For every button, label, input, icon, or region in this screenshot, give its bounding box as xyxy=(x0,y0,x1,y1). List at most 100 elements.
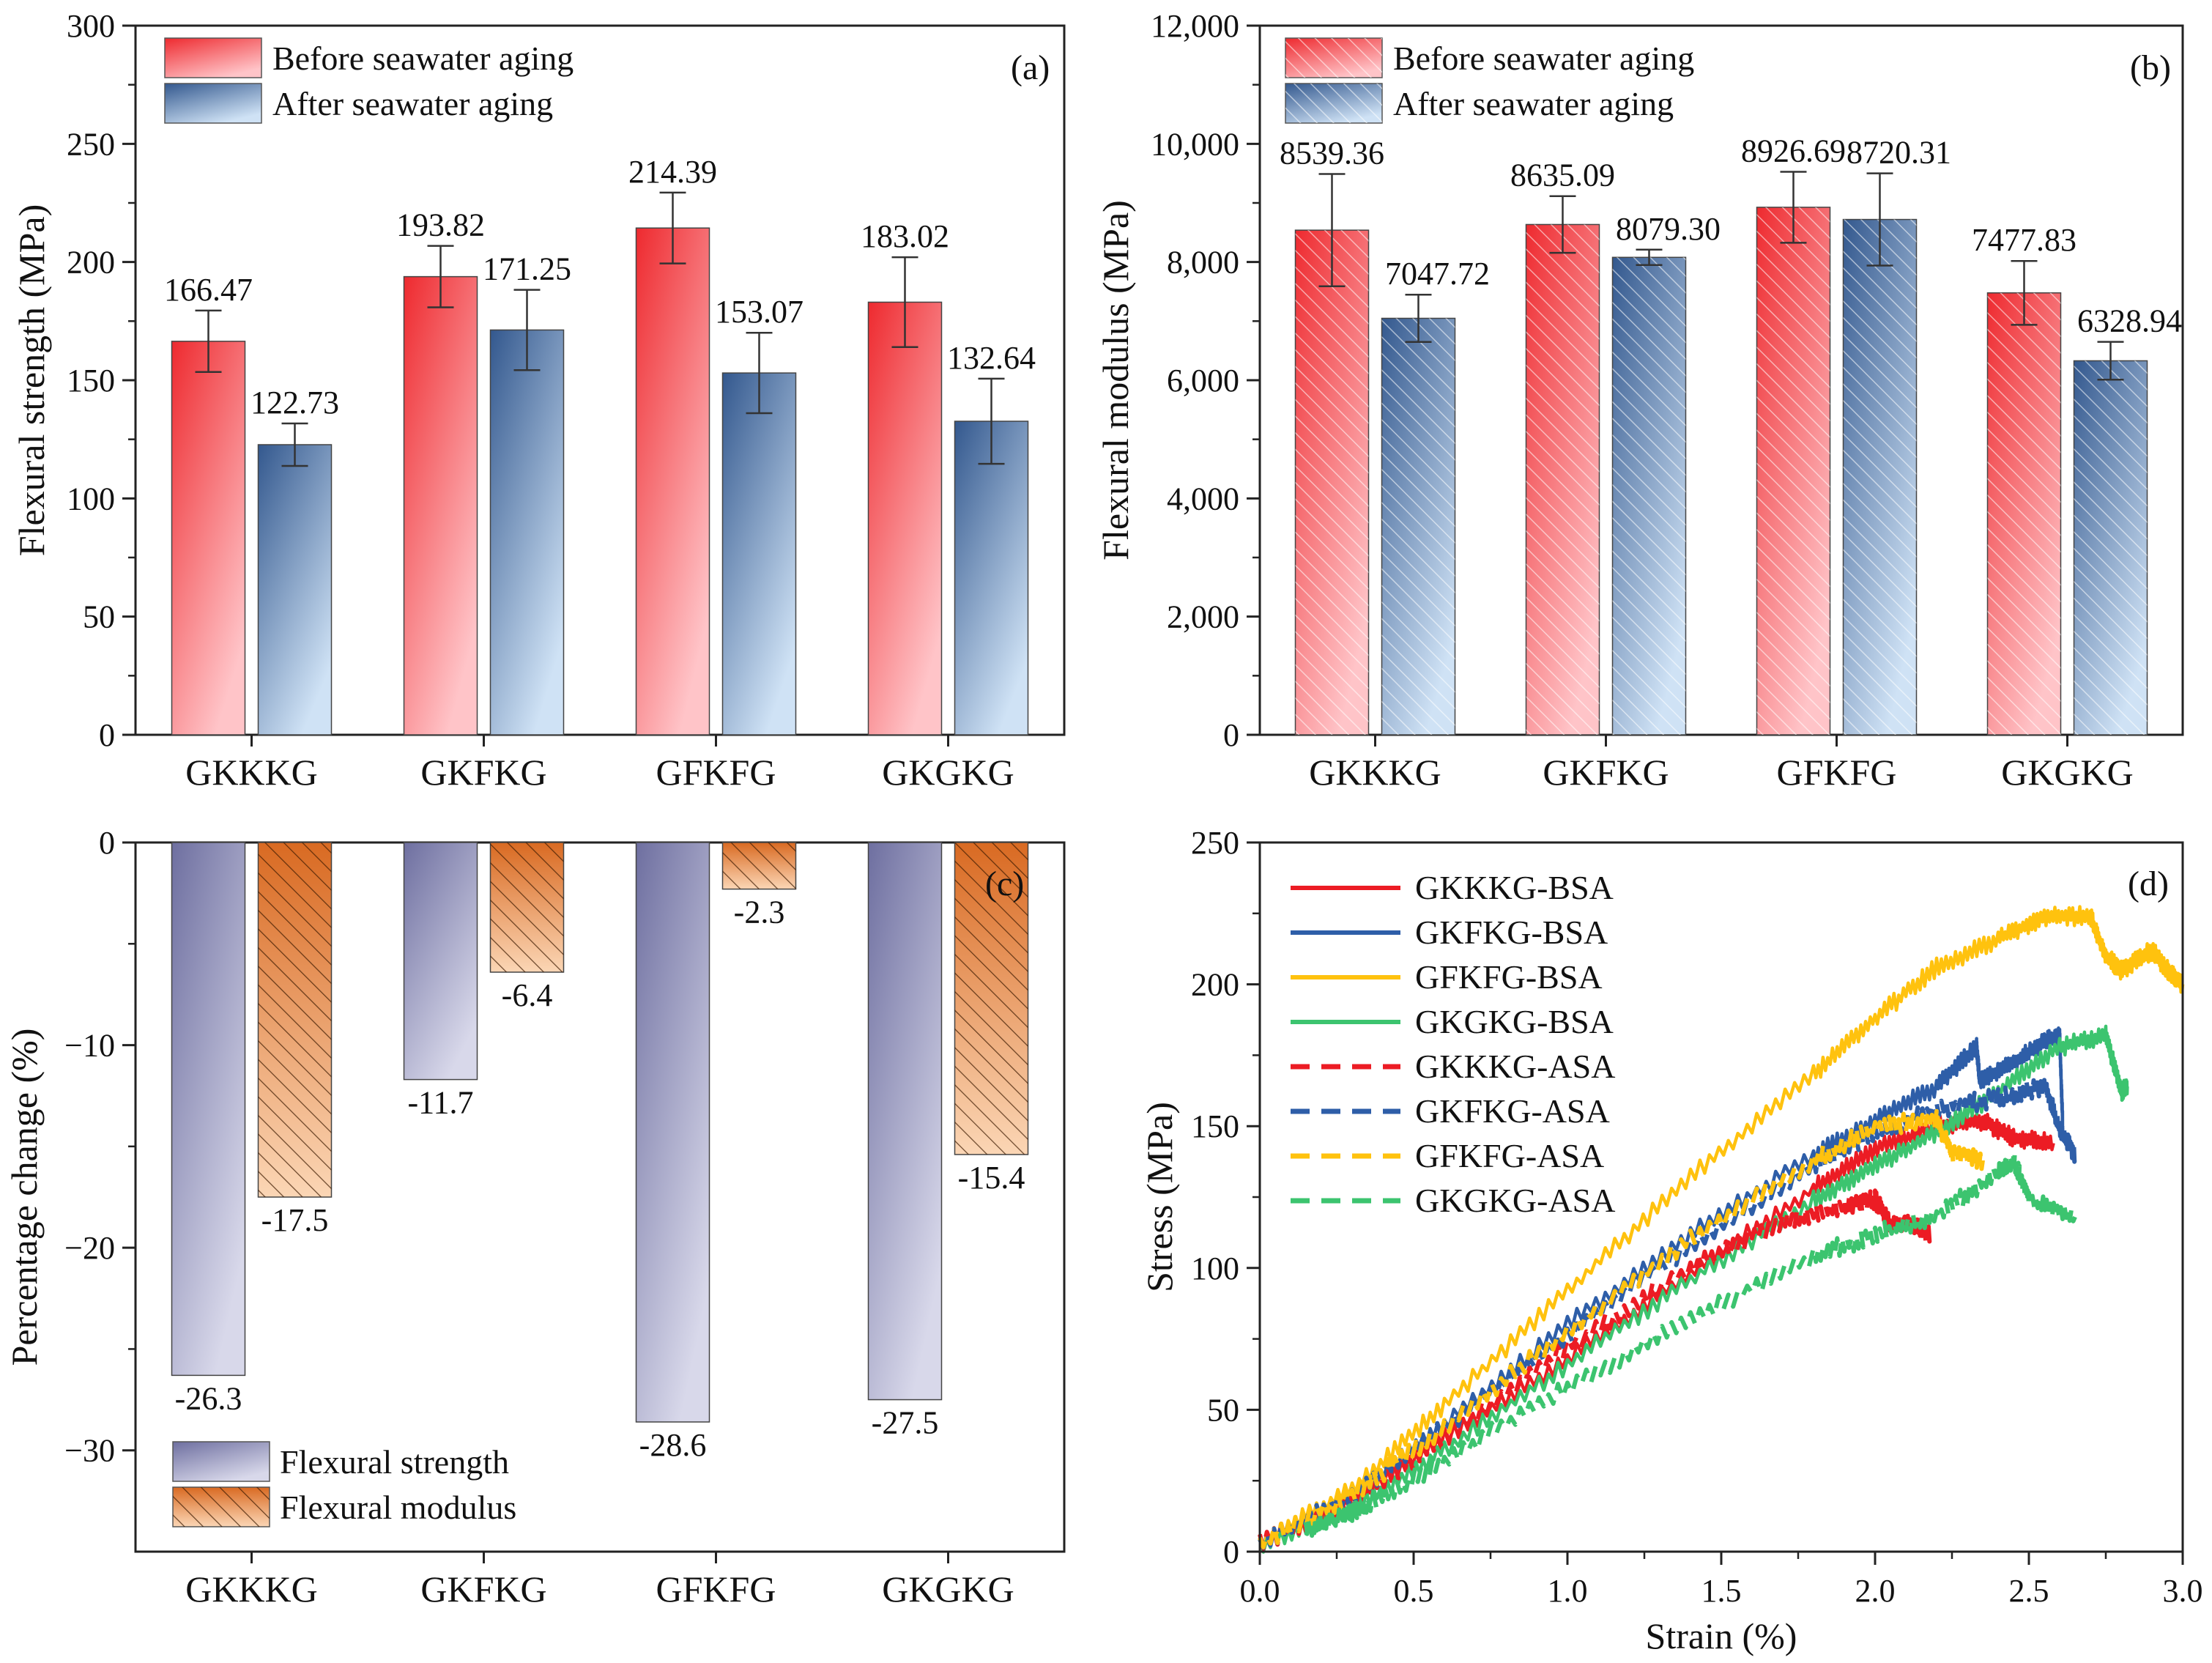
panel-c-label: (c) xyxy=(985,864,1024,903)
panel-b-ylabel: Flexural modulus (MPa) xyxy=(1095,200,1136,560)
panel-a-bars: 166.47 122.73 193.82 171.25 214.39 153.07 183.… xyxy=(164,154,1036,736)
legend-label-gkfkg-asa: GKFKG-ASA xyxy=(1415,1092,1610,1130)
c-bar-hatch xyxy=(490,842,564,973)
c-bar-hatch xyxy=(954,842,1028,1155)
panel-a-legend-swatch-before xyxy=(164,37,262,78)
a-data-label: 214.39 xyxy=(628,154,717,190)
legend-label-gkfkg-bsa: GKFKG-BSA xyxy=(1415,914,1608,951)
c-ytick-label: 0 xyxy=(99,825,115,861)
panel-a-legend-after: After seawater aging xyxy=(272,85,553,122)
panel-d-x-ticks: 0.0 0.5 1.0 1.5 2.0 2.5 3.0 xyxy=(1240,1552,2203,1609)
c-data-label: -15.4 xyxy=(958,1160,1025,1196)
a-bar-after-seawater-aging xyxy=(489,329,565,736)
panel-c-frame xyxy=(134,841,1066,1553)
a-category-label: GKGKG xyxy=(882,752,1014,793)
b-ytick-label: 0 xyxy=(1223,717,1239,753)
panel-b-x-ticks: GKKKG GKFKG GFKFG GKGKG xyxy=(1309,735,2134,793)
panel-c-legend-strength: Flexural strength xyxy=(280,1443,509,1481)
a-data-label: 153.07 xyxy=(715,294,803,330)
legend-label-gkkkg-bsa: GKKKG-BSA xyxy=(1415,869,1614,906)
d-ytick-label: 100 xyxy=(1191,1251,1239,1286)
b-data-label: 8720.31 xyxy=(1847,135,1951,171)
b-bar-hatch xyxy=(1295,230,1369,735)
a-bar-after-seawater-aging xyxy=(954,421,1029,736)
panel-a-y-ticks: 0 50 100 150 200 250 300 xyxy=(67,8,136,753)
a-ytick-label: 200 xyxy=(67,245,115,281)
panel-c-ylabel: Percentage change (%) xyxy=(4,1029,45,1366)
curve-gkgkg-bsa xyxy=(1258,1024,2129,1554)
d-ytick-label: 250 xyxy=(1191,825,1239,861)
a-bar-after-seawater-aging xyxy=(721,372,797,736)
panel-d-label: (d) xyxy=(2128,864,2169,903)
a-ytick-label: 300 xyxy=(67,8,115,44)
panel-a-legend-before: Before seawater aging xyxy=(272,40,574,77)
curve-gkkkg-bsa xyxy=(1258,1112,2055,1552)
a-data-label: 193.82 xyxy=(396,207,485,243)
panel-a-x-ticks: GKKKG GKFKG GFKFG GKGKG xyxy=(185,735,1014,793)
b-data-label: 8926.69 xyxy=(1741,133,1846,169)
b-ytick-label: 12,000 xyxy=(1151,8,1239,44)
d-xtick-label: 2.5 xyxy=(2009,1573,2049,1609)
a-bar-before-seawater-aging xyxy=(171,341,246,736)
d-xtick-label: 0.5 xyxy=(1394,1573,1434,1609)
panel-b-legend-swatch-after-hatch xyxy=(1285,84,1382,123)
c-data-label: -6.4 xyxy=(502,977,553,1013)
d-xtick-label: 0.0 xyxy=(1240,1573,1280,1609)
panel-b-legend: Before seawater aging After seawater agi… xyxy=(1285,37,1694,124)
panel-c-percentage-change: 0 −10 −20 −30 GKKKG GKFKG GFKFG GKGKG -26.3 -17… xyxy=(4,825,1066,1610)
legend-label-gkkkg-asa: GKKKG-ASA xyxy=(1415,1048,1615,1085)
panel-c-x-ticks: GKKKG GKFKG GFKFG GKGKG xyxy=(185,1552,1014,1610)
panel-d-y-ticks: 0 50 100 150 200 250 xyxy=(1191,825,1260,1570)
b-bar-hatch xyxy=(1987,292,2061,735)
b-ytick-label: 6,000 xyxy=(1167,363,1239,399)
b-data-label: 7477.83 xyxy=(1972,222,2076,258)
panel-d-stress-strain: 0 50 100 150 200 250 0.0 0.5 1.0 1.5 2.0 2.5 3.0 St… xyxy=(1139,825,2203,1656)
panel-c-legend-swatch-modulus-hatch xyxy=(173,1487,270,1527)
panel-d-ylabel: Stress (MPa) xyxy=(1139,1102,1180,1292)
c-category-label: GKFKG xyxy=(420,1568,546,1610)
a-ytick-label: 0 xyxy=(99,717,115,753)
a-bar-before-seawater-aging xyxy=(867,301,943,736)
panel-b-label: (b) xyxy=(2130,48,2171,87)
curve-gkfkg-asa xyxy=(1258,1078,2077,1550)
c-category-label: GFKFG xyxy=(656,1568,776,1610)
panel-d-legend: GKKKG-BSA GKFKG-BSA GFKFG-BSA GKGKG-BSA GKKK… xyxy=(1291,869,1615,1219)
curve-gfkfg-bsa xyxy=(1258,905,2185,1551)
panel-a-label: (a) xyxy=(1011,48,1050,87)
a-category-label: GKFKG xyxy=(420,752,546,793)
b-data-label: 8079.30 xyxy=(1616,211,1721,247)
d-xtick-label: 2.0 xyxy=(1855,1573,1896,1609)
panel-b-legend-swatch-before-hatch xyxy=(1285,38,1382,78)
b-bar-hatch xyxy=(1756,207,1830,735)
d-ytick-label: 200 xyxy=(1191,967,1239,1003)
panel-b-legend-after: After seawater aging xyxy=(1393,85,1674,122)
b-ytick-label: 2,000 xyxy=(1167,599,1239,635)
b-category-label: GFKFG xyxy=(1777,752,1897,793)
legend-label-gfkfg-asa: GFKFG-ASA xyxy=(1415,1137,1604,1174)
legend-label-gkgkg-bsa: GKGKG-BSA xyxy=(1415,1003,1614,1040)
c-ytick-label: −10 xyxy=(64,1028,115,1064)
panel-d-curves xyxy=(1258,905,2185,1554)
panel-c-legend-swatch-strength xyxy=(172,1441,270,1482)
panel-c-y-ticks: 0 −10 −20 −30 xyxy=(64,825,136,1469)
legend-label-gfkfg-bsa: GFKFG-BSA xyxy=(1415,958,1603,996)
c-bar-hatch xyxy=(722,842,796,889)
panel-c-legend-modulus: Flexural modulus xyxy=(280,1489,516,1526)
b-ytick-label: 8,000 xyxy=(1167,245,1239,281)
a-bar-before-seawater-aging xyxy=(635,227,710,736)
b-bar-hatch xyxy=(1526,224,1600,736)
b-data-label: 8635.09 xyxy=(1510,158,1615,193)
d-xtick-label: 1.5 xyxy=(1701,1573,1742,1609)
c-data-label: -17.5 xyxy=(261,1202,329,1238)
a-ytick-label: 150 xyxy=(67,363,115,399)
c-bar-hatch xyxy=(258,842,332,1197)
c-ytick-label: −30 xyxy=(64,1433,115,1469)
a-bar-after-seawater-aging xyxy=(257,444,333,736)
c-bar-flexural-strength xyxy=(403,842,478,1081)
c-data-label: -26.3 xyxy=(175,1380,242,1416)
b-bar-hatch xyxy=(1381,318,1455,736)
b-ytick-label: 10,000 xyxy=(1151,126,1239,162)
